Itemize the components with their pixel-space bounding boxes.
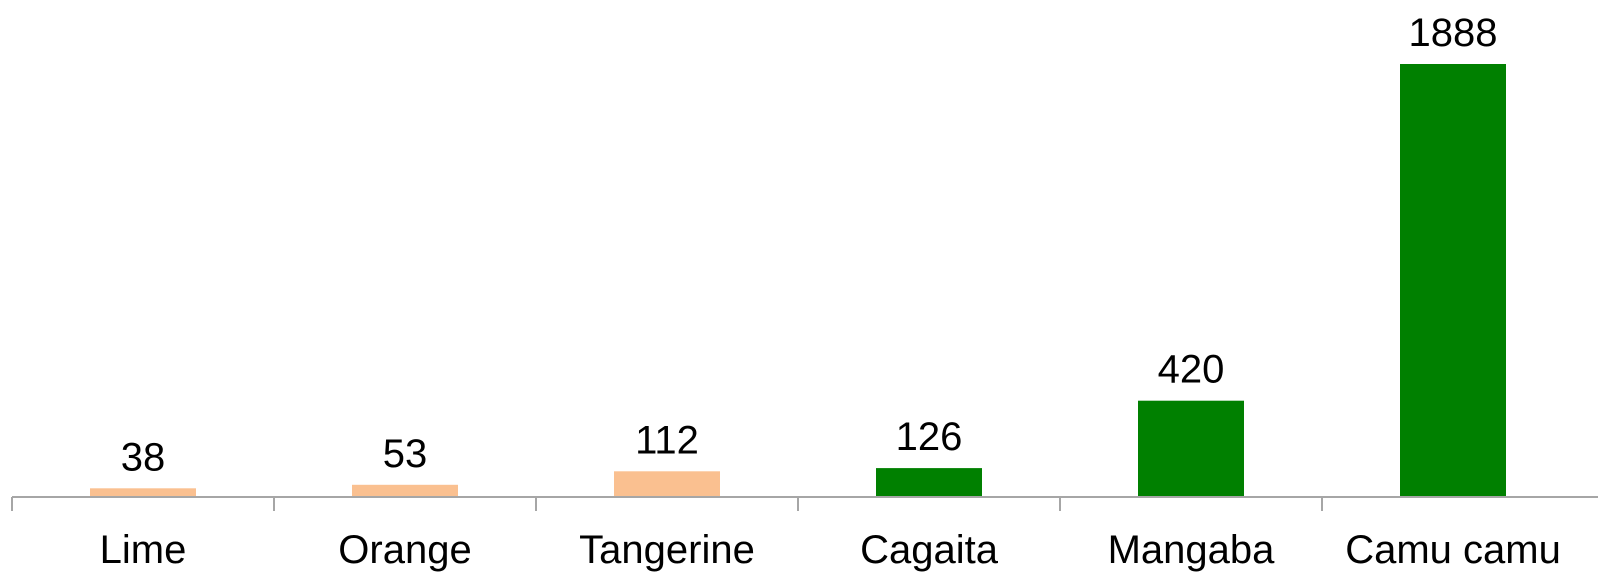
category-labels-group: Lime Orange Tangerine Cagaita Mangaba Camu ca… <box>100 528 1561 572</box>
value-label-orange: 53 <box>383 432 428 476</box>
value-labels-group: 38 53 112 126 420 1888 <box>121 11 1498 479</box>
bar-tangerine <box>614 471 720 497</box>
category-label-lime: Lime <box>100 528 187 572</box>
x-axis <box>11 496 1598 511</box>
bars-group <box>90 64 1506 497</box>
value-label-tangerine: 112 <box>635 418 699 462</box>
bar-lime <box>90 488 196 497</box>
value-label-cagaita: 126 <box>896 415 963 459</box>
category-label-mangaba: Mangaba <box>1108 528 1276 572</box>
value-label-lime: 38 <box>121 435 166 479</box>
bar-cagaita <box>876 468 982 497</box>
value-label-camu-camu: 1888 <box>1409 11 1498 55</box>
category-label-orange: Orange <box>338 528 471 572</box>
value-label-mangaba: 420 <box>1158 348 1225 392</box>
bar-orange <box>352 484 458 497</box>
category-label-camu-camu: Camu camu <box>1345 528 1561 572</box>
bar-camu-camu <box>1400 64 1506 497</box>
bar-mangaba <box>1138 400 1244 497</box>
category-label-tangerine: Tangerine <box>579 528 755 572</box>
category-label-cagaita: Cagaita <box>860 528 999 572</box>
